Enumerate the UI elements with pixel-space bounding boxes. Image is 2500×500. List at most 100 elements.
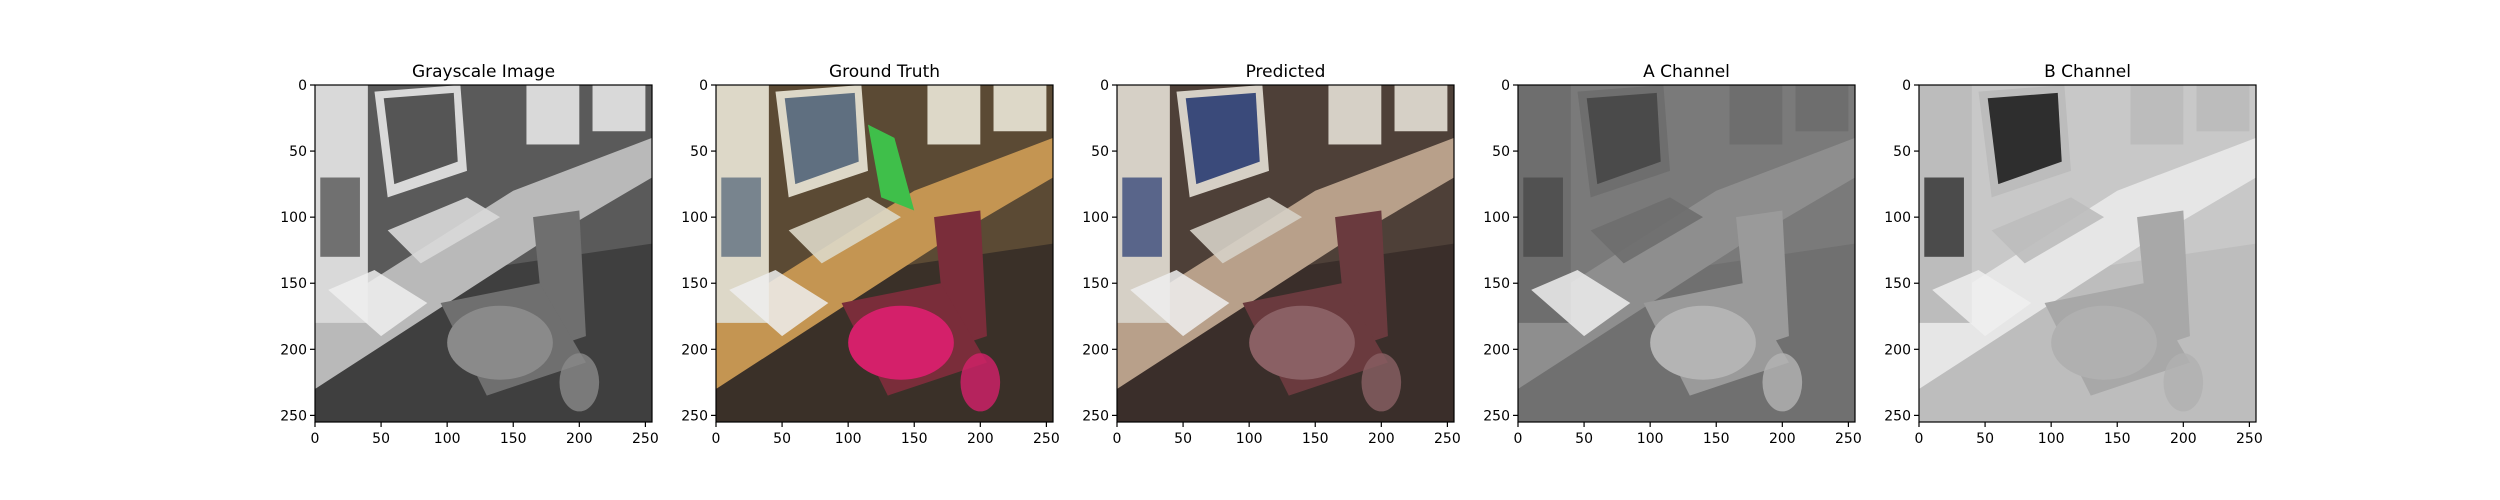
desk-surface [1518,137,1855,389]
y-tick-label: 200 [681,342,708,358]
y-tick-label: 50 [1492,144,1510,160]
y-tick-label: 0 [1902,78,1911,94]
y-tick-label: 100 [1082,210,1109,226]
y-tick-label: 250 [1082,408,1109,424]
x-tick-label: 200 [566,431,593,447]
handbag [1762,353,1803,412]
panel-image [716,85,1053,422]
back-monitor-2 [592,85,646,132]
y-tick-label: 100 [681,210,708,226]
x-tick-label: 0 [712,431,721,447]
bag [447,305,553,380]
x-tick-label: 200 [967,431,994,447]
x-tick-label: 50 [372,431,390,447]
x-tick-label: 50 [1575,431,1593,447]
y-tick-label: 150 [1082,276,1109,292]
x-tick-label: 150 [1302,431,1329,447]
handbag [559,353,600,412]
keyboard [1590,197,1704,264]
back-monitor [927,85,981,145]
papers [729,270,829,337]
axes-frame [715,84,1054,423]
papers [1932,270,2032,337]
monitor-screen [1586,92,1661,185]
tower-panel [320,177,360,257]
panel-title: Grayscale Image [412,62,555,82]
green-folder [867,124,915,211]
back-monitor-2 [1394,85,1448,132]
y-tick-label: 200 [1082,342,1109,358]
handbag [960,353,1001,412]
keyboard [1991,197,2105,264]
papers [1531,270,1631,337]
x-tick-label: 100 [434,431,461,447]
tower-panel [1924,177,1964,257]
panel-image [1117,85,1454,422]
bag [1249,305,1355,380]
x-tick-label: 200 [1769,431,1796,447]
y-tick-label: 0 [1100,78,1109,94]
y-tick-label: 0 [298,78,307,94]
monitor-screen [1185,92,1260,185]
monitor-screen [1987,92,2062,185]
axes-frame [1517,84,1856,423]
back-monitor-2 [1795,85,1849,132]
x-tick-label: 250 [1434,431,1461,447]
x-tick-label: 100 [835,431,862,447]
bag [2051,305,2157,380]
y-tick-label: 100 [1884,210,1911,226]
x-tick-label: 50 [773,431,791,447]
desk-surface [716,137,1053,389]
y-tick-label: 250 [681,408,708,424]
x-tick-label: 0 [1514,431,1523,447]
x-tick-label: 0 [311,431,320,447]
x-tick-label: 250 [2236,431,2263,447]
y-tick-label: 50 [1893,144,1911,160]
y-tick-label: 200 [1483,342,1510,358]
back-monitor-2 [2196,85,2250,132]
y-tick-label: 0 [699,78,708,94]
back-monitor [1328,85,1382,145]
desk-surface [1117,137,1454,389]
panel-title: Predicted [1246,62,1326,82]
x-tick-label: 150 [1703,431,1730,447]
y-tick-label: 150 [1884,276,1911,292]
papers [1130,270,1230,337]
y-tick-label: 250 [1884,408,1911,424]
x-tick-label: 250 [1835,431,1862,447]
axes-frame [314,84,653,423]
handbag [2163,353,2204,412]
x-tick-label: 250 [1033,431,1060,447]
axes-frame [1918,84,2257,423]
back-monitor-2 [993,85,1047,132]
monitor-screen [784,92,859,185]
tower-panel [1122,177,1162,257]
x-tick-label: 150 [901,431,928,447]
keyboard [788,197,902,264]
tower-panel [721,177,761,257]
y-tick-label: 100 [280,210,307,226]
x-tick-label: 100 [1236,431,1263,447]
x-tick-label: 200 [2170,431,2197,447]
back-monitor [2130,85,2184,145]
panel-title: A Channel [1643,62,1730,82]
x-tick-label: 50 [1976,431,1994,447]
x-tick-label: 200 [1368,431,1395,447]
x-tick-label: 250 [632,431,659,447]
x-tick-label: 0 [1915,431,1924,447]
x-tick-label: 100 [2038,431,2065,447]
x-tick-label: 150 [500,431,527,447]
back-monitor [1729,85,1783,145]
y-tick-label: 150 [280,276,307,292]
y-tick-label: 200 [280,342,307,358]
bag [848,305,954,380]
back-monitor [526,85,580,145]
desk-surface [315,137,652,389]
panel-image [315,85,652,422]
